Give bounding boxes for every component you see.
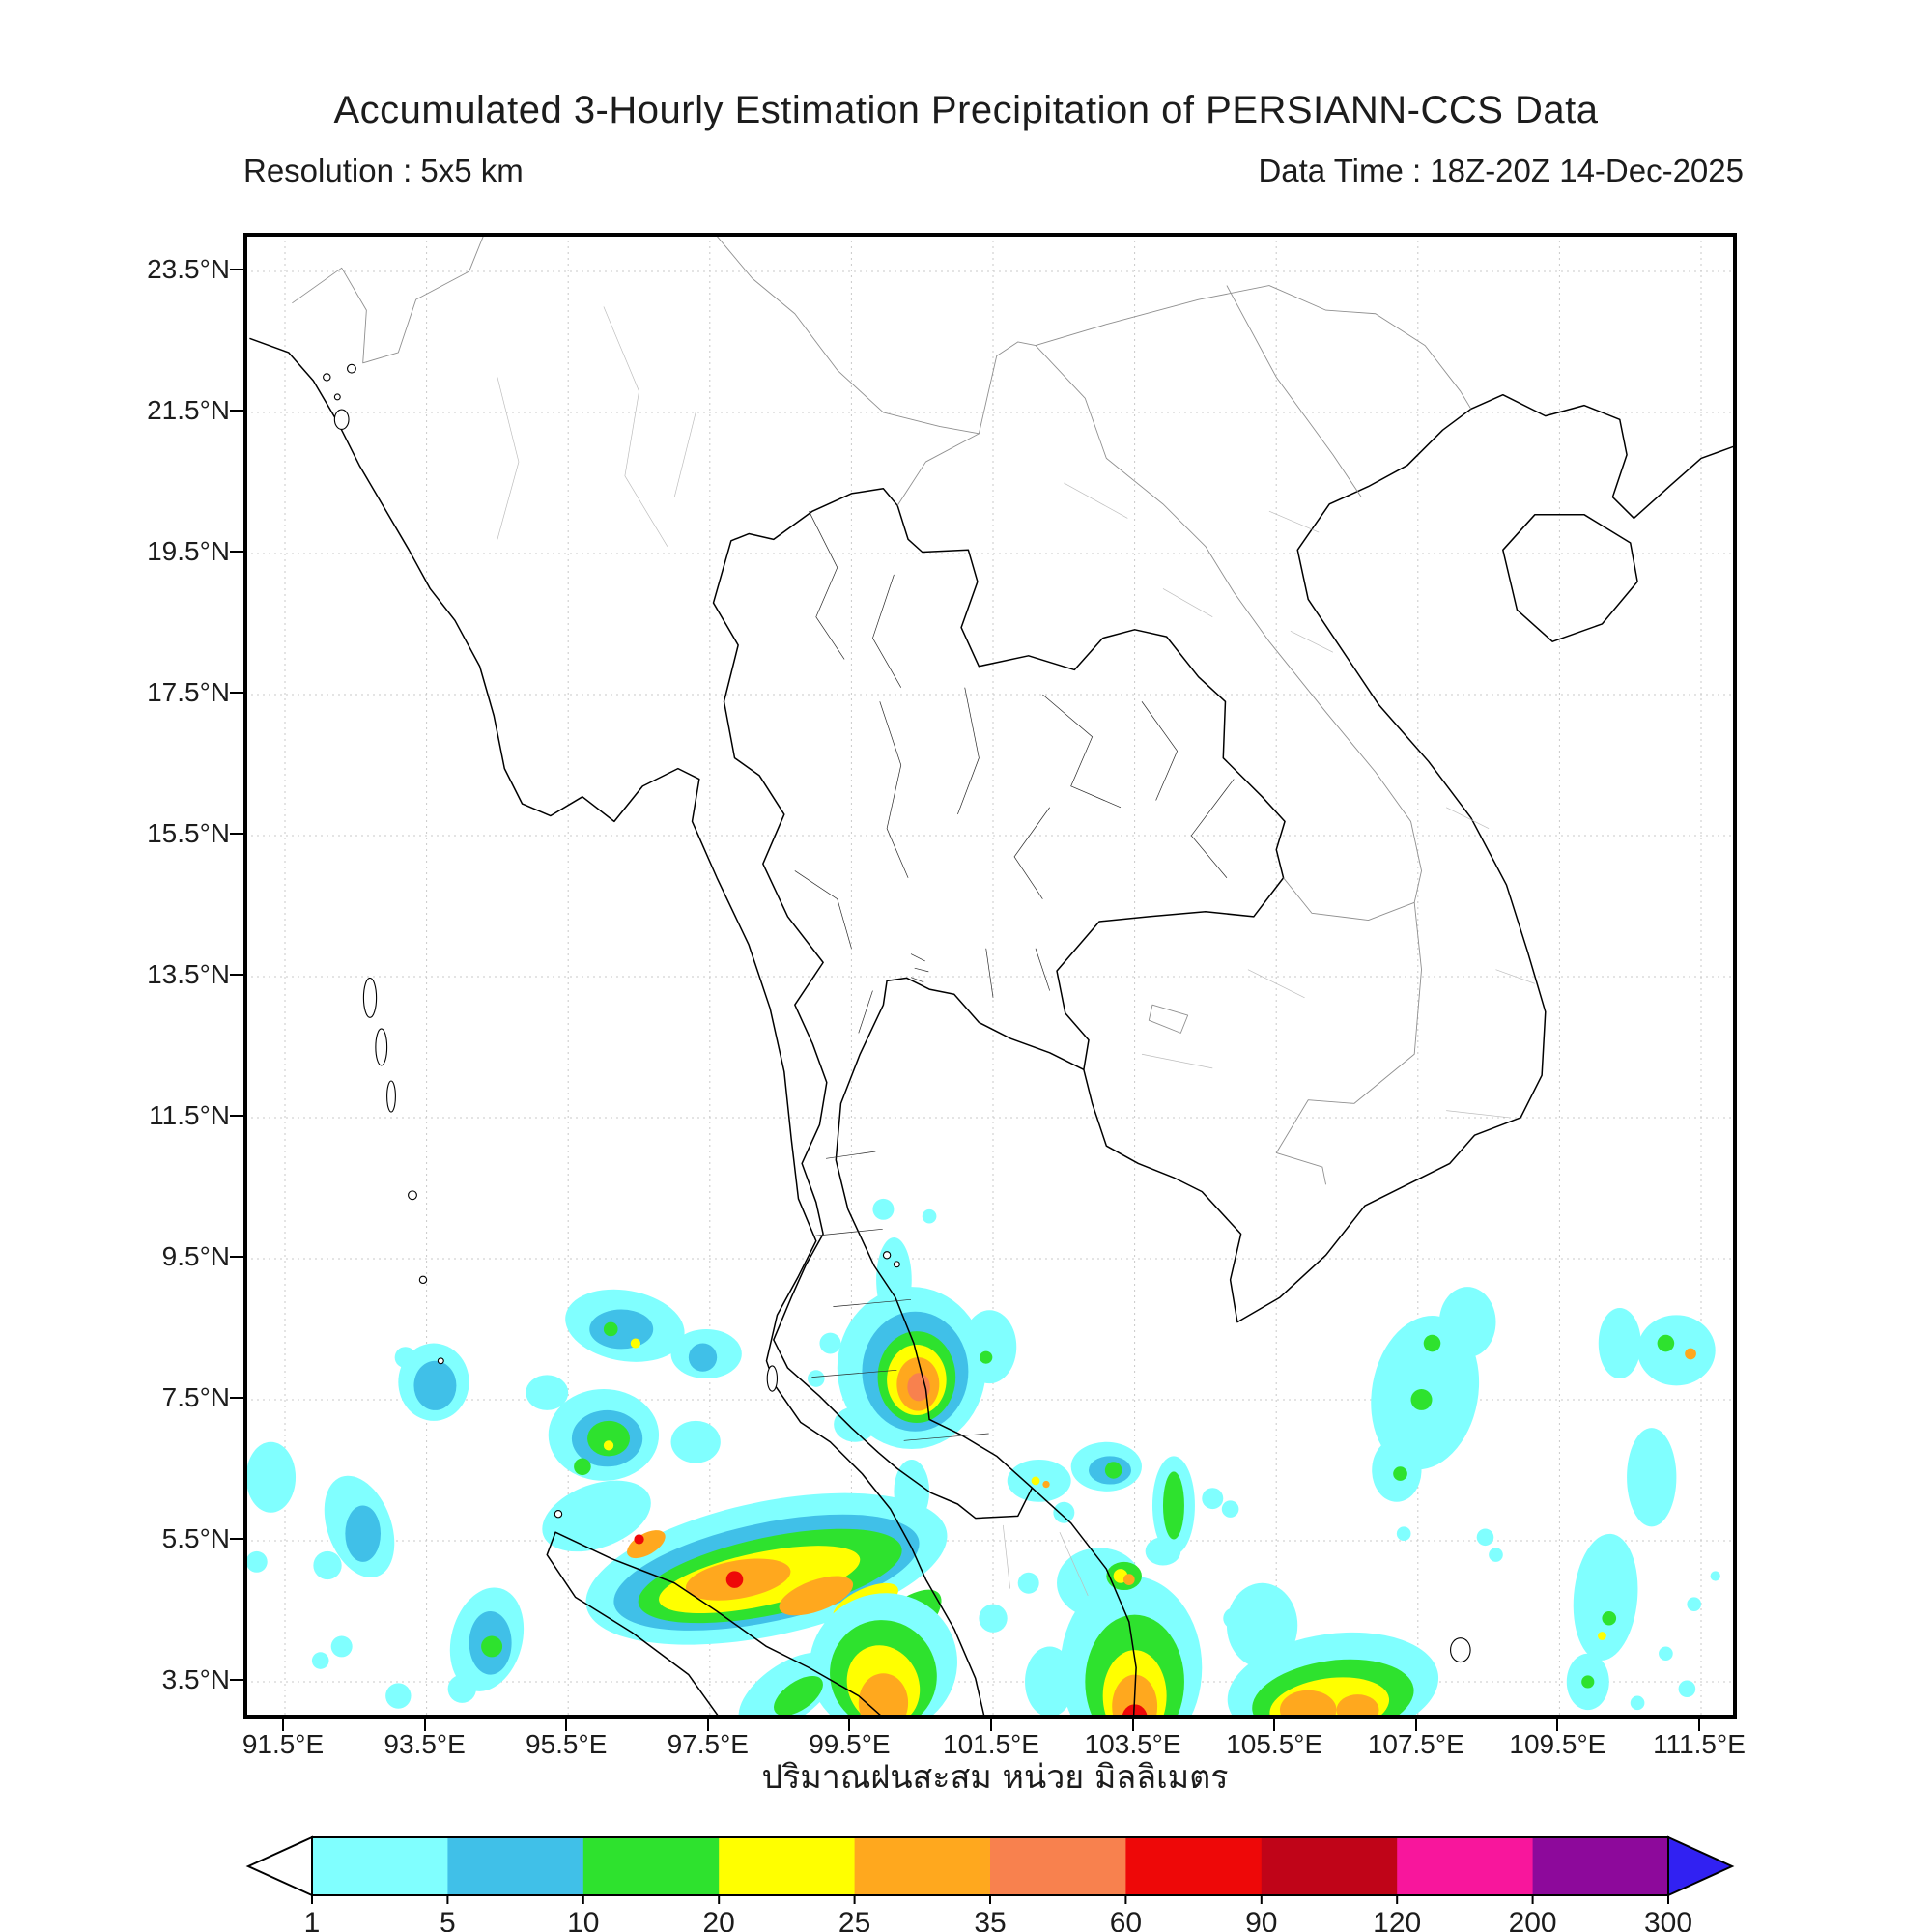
colorbar-under-arrow (245, 1835, 313, 1897)
lon-tick-mark (1414, 1719, 1417, 1731)
lon-tick-label: 91.5°E (242, 1729, 325, 1759)
colorbar: 1 5 10 20 25 35 60 90 120 200 300 (245, 1835, 1735, 1932)
lon-tick-mark (282, 1719, 284, 1731)
colorbar-tick-label: 1 (304, 1907, 321, 1932)
subtitle-data-time: Data Time : 18Z-20Z 14-Dec-2025 (1258, 153, 1744, 188)
colorbar-tick-label: 60 (1110, 1907, 1142, 1932)
lon-tick-label: 109.5°E (1509, 1729, 1606, 1759)
precipitation-map (245, 235, 1735, 1717)
subtitle-resolution: Resolution : 5x5 km (243, 153, 524, 188)
thailand-outline (714, 489, 1286, 1519)
colorbar-segment (719, 1837, 856, 1895)
lat-tick-label: 7.5°N (161, 1382, 230, 1412)
colorbar-tick-label: 120 (1373, 1907, 1421, 1932)
colorbar-tick-label: 10 (567, 1907, 599, 1932)
lon-tick-label: 103.5°E (1084, 1729, 1181, 1759)
lat-tick-label: 13.5°N (147, 959, 230, 989)
lat-tick-mark (230, 410, 243, 412)
colorbar-tick-label: 20 (703, 1907, 735, 1932)
colorbar-segment (582, 1837, 720, 1895)
page-title: Accumulated 3-Hourly Estimation Precipit… (333, 89, 1599, 131)
colorbar-caption: ปริมาณฝนสะสม หน่วย มิลลิเมตร (761, 1758, 1229, 1797)
colorbar-segment (1532, 1837, 1669, 1895)
lat-tick-mark (230, 833, 243, 835)
colorbar-tick-label: 35 (974, 1907, 1006, 1932)
lat-tick-mark (230, 692, 243, 694)
lat-tick-label: 15.5°N (147, 818, 230, 848)
country-borders (292, 236, 1534, 1595)
lat-tick-mark (230, 1256, 243, 1258)
lat-tick-mark (230, 551, 243, 553)
colorbar-segment (1397, 1837, 1534, 1895)
lat-tick-label: 23.5°N (147, 254, 230, 284)
colorbar-segment (1125, 1837, 1263, 1895)
lon-tick-label: 111.5°E (1653, 1729, 1746, 1759)
colorbar-segment (312, 1837, 448, 1895)
colorbar-segment (447, 1837, 584, 1895)
lat-tick-label: 17.5°N (147, 677, 230, 707)
lat-tick-mark (230, 269, 243, 270)
colorbar-tick-label: 90 (1245, 1907, 1277, 1932)
lon-tick-label: 99.5°E (809, 1729, 891, 1759)
lon-tick-label: 107.5°E (1367, 1729, 1464, 1759)
lon-tick-mark (848, 1719, 851, 1731)
lat-tick-label: 11.5°N (149, 1100, 230, 1130)
lat-tick-label: 19.5°N (147, 536, 230, 566)
colorbar-tick-label: 25 (838, 1907, 870, 1932)
lat-tick-label: 9.5°N (161, 1241, 230, 1271)
lat-tick-label: 21.5°N (147, 395, 230, 425)
colorbar-tick-label: 5 (440, 1907, 456, 1932)
lon-tick-label: 95.5°E (526, 1729, 608, 1759)
lon-tick-mark (1556, 1719, 1559, 1731)
colorbar-segment (990, 1837, 1126, 1895)
province-borders (795, 511, 1234, 1440)
lat-tick-mark (230, 1538, 243, 1540)
precipitation-blobs (245, 1198, 1720, 1717)
lat-tick-mark (230, 1397, 243, 1399)
map-frame (243, 233, 1737, 1719)
lon-tick-label: 101.5°E (943, 1729, 1039, 1759)
lat-tick-label: 5.5°N (161, 1523, 230, 1553)
lon-tick-mark (1698, 1719, 1700, 1731)
colorbar-segment (854, 1837, 991, 1895)
lon-tick-mark (1273, 1719, 1276, 1731)
map-border (245, 235, 1735, 1717)
lon-tick-mark (565, 1719, 568, 1731)
lat-tick-label: 3.5°N (161, 1664, 230, 1694)
lon-tick-mark (423, 1719, 426, 1731)
lon-tick-mark (990, 1719, 992, 1731)
coastlines (249, 338, 1735, 1717)
lon-tick-mark (1131, 1719, 1134, 1731)
lon-tick-label: 105.5°E (1226, 1729, 1323, 1759)
lat-tick-mark (230, 974, 243, 976)
colorbar-segment (1261, 1837, 1398, 1895)
lon-tick-mark (706, 1719, 709, 1731)
colorbar-over-arrow (1667, 1835, 1735, 1897)
colorbar-tick-label: 200 (1509, 1907, 1557, 1932)
lat-tick-mark (230, 1679, 243, 1681)
lon-tick-label: 93.5°E (384, 1729, 466, 1759)
lon-tick-label: 97.5°E (667, 1729, 749, 1759)
islands (324, 364, 1470, 1662)
colorbar-tick-label: 300 (1644, 1907, 1692, 1932)
lat-tick-mark (230, 1115, 243, 1117)
